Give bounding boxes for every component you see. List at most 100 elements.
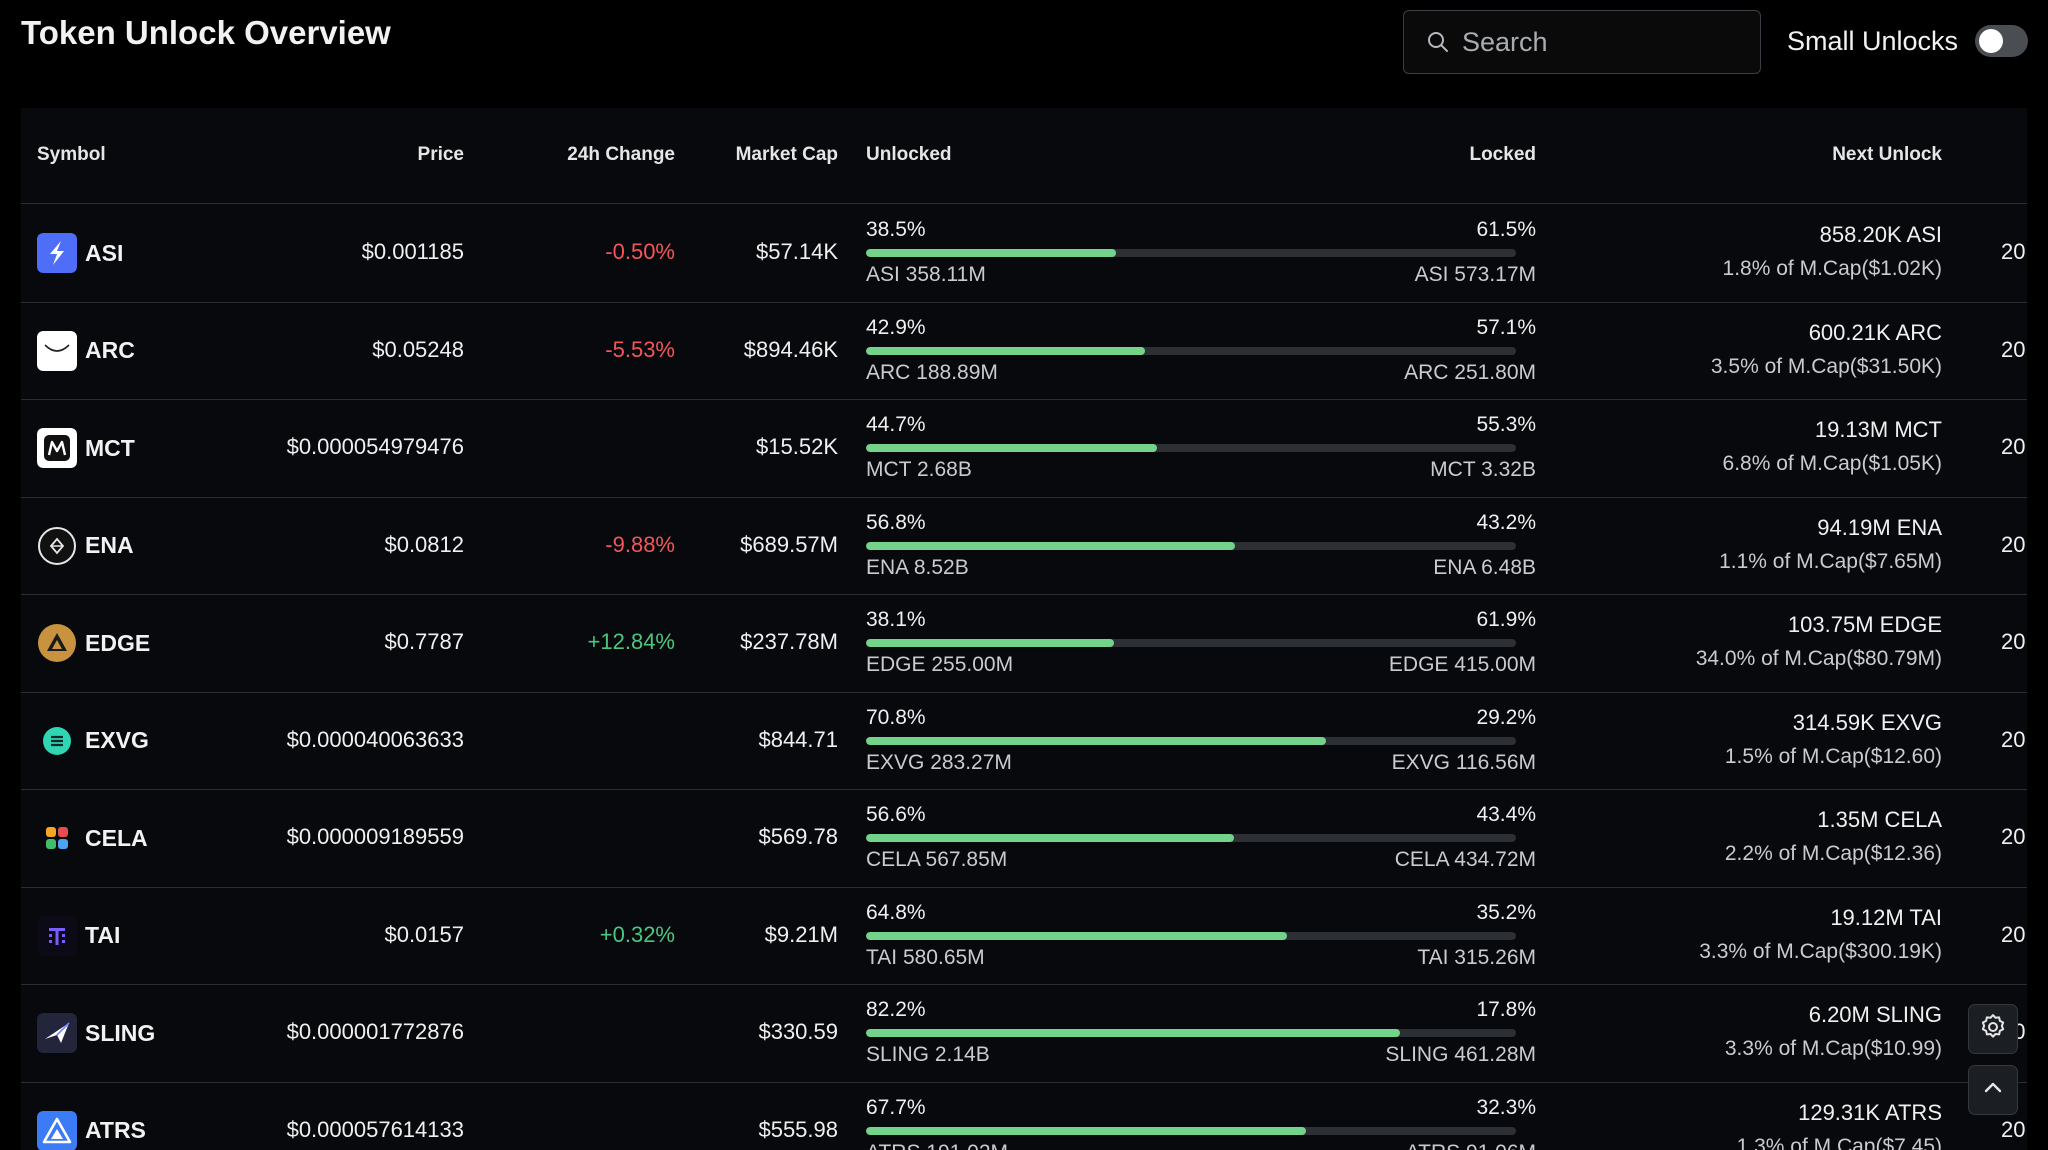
search-input[interactable] <box>1462 26 1816 58</box>
unlocked-percent: 64.8% <box>866 900 926 924</box>
arc-logo-icon <box>37 330 77 371</box>
table-row[interactable]: ENA $0.0812 -9.88% $689.57M 56.8% 43.2% … <box>21 498 2027 595</box>
asi-logo-icon <box>37 233 77 273</box>
token-symbol: SLING <box>85 1019 156 1046</box>
locked-percent: 43.2% <box>1476 510 1536 534</box>
unlock-progress-fill <box>866 1029 1401 1037</box>
next-unlock-mcap-percent: 1.1% of M.Cap($7.65M) <box>1719 549 1942 573</box>
token-symbol: EDGE <box>85 629 151 656</box>
unlock-progress-fill <box>866 931 1288 940</box>
token-symbol-cell[interactable]: ARC <box>37 330 135 371</box>
token-price: $0.7787 <box>384 629 464 654</box>
unlocked-amount: ENA 8.52B <box>866 555 969 579</box>
unlock-progress-bar <box>866 1126 1516 1135</box>
unlocked-percent: 67.7% <box>866 1095 926 1119</box>
next-unlock-date-truncated: 20 <box>2001 824 2026 849</box>
table-row[interactable]: SLING $0.000001772876 $330.59 82.2% 17.8… <box>21 985 2027 1083</box>
unlock-progress-fill <box>866 834 1234 842</box>
token-market-cap: $555.98 <box>758 1116 838 1142</box>
page-title: Token Unlock Overview <box>21 14 391 51</box>
table-header: Symbol Price 24h Change Market Cap Unloc… <box>21 108 2027 204</box>
column-header-symbol[interactable]: Symbol <box>37 144 106 165</box>
locked-percent: 55.3% <box>1476 413 1536 436</box>
token-symbol: ASI <box>85 239 124 266</box>
token-price: $0.0157 <box>384 921 464 947</box>
token-symbol-cell[interactable]: EDGE <box>37 623 150 663</box>
next-unlock-amount: 103.75M EDGE <box>1787 612 1942 637</box>
token-symbol-cell[interactable]: MCT <box>37 428 135 468</box>
unlocked-amount: EDGE 255.00M <box>866 653 1014 676</box>
table-row[interactable]: CELA $0.000009189559 $569.78 56.6% 43.4%… <box>21 790 2027 888</box>
search-box[interactable] <box>1403 10 1816 74</box>
next-unlock-amount: 1.35M CELA <box>1817 807 1942 832</box>
atrs-logo-icon <box>37 1110 77 1150</box>
table-row[interactable]: ATRS $0.000057614133 $555.98 67.7% 32.3%… <box>21 1083 2027 1150</box>
next-unlock-mcap-percent: 6.8% of M.Cap($1.05K) <box>1722 452 1942 475</box>
small-unlocks-label: Small Unlocks <box>1787 26 1959 56</box>
settings-button[interactable] <box>1968 1004 2018 1054</box>
next-unlock-date-truncated: 20 <box>2001 921 2026 947</box>
unlocked-percent: 38.5% <box>866 218 926 241</box>
table-row[interactable]: EXVG $0.000040063633 $844.71 70.8% 29.2%… <box>21 693 2027 790</box>
table-row[interactable]: EDGE $0.7787 +12.84% $237.78M 38.1% 61.9… <box>21 595 2027 693</box>
unlock-progress-fill <box>866 1126 1307 1135</box>
token-symbol-cell[interactable]: EXVG <box>37 721 149 761</box>
unlocked-amount: SLING 2.14B <box>866 1043 990 1066</box>
unlock-progress-bar <box>866 639 1516 647</box>
table-row[interactable]: ARC $0.05248 -5.53% $894.46K 42.9% 57.1%… <box>21 303 2027 400</box>
unlock-progress-bar <box>866 249 1516 257</box>
next-unlock-mcap-percent: 3.5% of M.Cap($31.50K) <box>1710 354 1942 378</box>
token-symbol-cell[interactable]: ENA <box>37 526 134 566</box>
next-unlock-amount: 6.20M SLING <box>1808 1002 1942 1027</box>
next-unlock-date-truncated: 20 <box>2001 726 2026 752</box>
scroll-to-top-button[interactable] <box>1968 1065 2018 1115</box>
unlocked-amount: CELA 567.85M <box>866 848 1008 871</box>
token-symbol-cell[interactable]: ASI <box>37 233 123 273</box>
locked-percent: 57.1% <box>1476 315 1536 339</box>
unlock-progress-bar <box>866 1029 1516 1037</box>
locked-amount: ATRS 91.06M <box>1406 1141 1536 1150</box>
token-price: $0.000001772876 <box>286 1019 464 1044</box>
token-symbol-cell[interactable]: CELA <box>37 818 148 858</box>
locked-amount: ASI 573.17M <box>1414 263 1536 286</box>
locked-amount: ENA 6.48B <box>1433 555 1536 579</box>
locked-percent: 43.4% <box>1476 803 1536 826</box>
locked-amount: EXVG 116.56M <box>1391 750 1536 774</box>
token-symbol: ENA <box>85 532 134 558</box>
column-header-next-unlock[interactable]: Next Unlock <box>1832 144 1942 165</box>
token-symbol: MCT <box>85 434 135 461</box>
table-row[interactable]: TAI $0.0157 +0.32% $9.21M 64.8% 35.2% TA… <box>21 888 2027 985</box>
token-symbol-cell[interactable]: ATRS <box>37 1110 146 1150</box>
token-24h-change: +0.32% <box>599 921 675 947</box>
gear-icon <box>1978 1012 2008 1047</box>
token-symbol: CELA <box>85 824 148 851</box>
column-header-unlocked[interactable]: Unlocked <box>866 144 952 165</box>
table-row[interactable]: MCT $0.000054979476 $15.52K 44.7% 55.3% … <box>21 400 2027 498</box>
next-unlock-amount: 19.12M TAI <box>1830 904 1942 930</box>
next-unlock-date-truncated: 20 <box>2001 434 2026 459</box>
token-symbol: ARC <box>85 337 135 363</box>
token-symbol-cell[interactable]: SLING <box>37 1013 155 1053</box>
token-price: $0.000057614133 <box>286 1116 464 1142</box>
next-unlock-date-truncated: 20 <box>2001 1116 2026 1142</box>
token-symbol: EXVG <box>85 727 149 753</box>
column-header-locked[interactable]: Locked <box>1469 144 1536 165</box>
token-symbol-cell[interactable]: TAI <box>37 915 121 956</box>
column-header-24h-change[interactable]: 24h Change <box>567 144 675 165</box>
column-header-price[interactable]: Price <box>417 144 464 165</box>
unlock-progress-fill <box>866 541 1236 550</box>
table-row[interactable]: ASI $0.001185 -0.50% $57.14K 38.5% 61.5%… <box>21 205 2027 303</box>
locked-amount: MCT 3.32B <box>1430 458 1536 481</box>
edge-logo-icon <box>37 623 77 663</box>
locked-percent: 29.2% <box>1476 705 1536 729</box>
unlocked-percent: 56.6% <box>866 803 926 826</box>
unlocked-percent: 70.8% <box>866 705 926 729</box>
next-unlock-amount: 94.19M ENA <box>1817 514 1942 540</box>
small-unlocks-toggle[interactable] <box>1975 25 2028 57</box>
column-header-market-cap[interactable]: Market Cap <box>735 144 838 165</box>
token-24h-change: -9.88% <box>605 531 675 557</box>
next-unlock-mcap-percent: 3.3% of M.Cap($10.99) <box>1724 1037 1942 1060</box>
token-symbol: TAI <box>85 922 121 948</box>
token-market-cap: $844.71 <box>758 726 838 752</box>
token-24h-change: +12.84% <box>587 629 675 654</box>
